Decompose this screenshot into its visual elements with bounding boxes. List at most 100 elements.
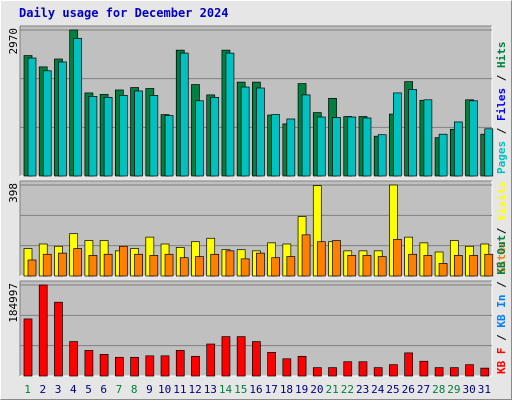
x-tick-label-day-5: 5	[85, 383, 92, 396]
x-tick-label-day-12: 12	[188, 383, 201, 396]
x-tick-label-day-27: 27	[417, 383, 430, 396]
chart-title: Daily usage for December 2024	[19, 6, 229, 20]
bar-sites-day-26	[408, 253, 417, 277]
bar-sites-day-6	[103, 253, 113, 277]
x-tick-label-day-19: 19	[295, 383, 308, 396]
bar-sites-day-4	[73, 248, 83, 277]
bar-sites-day-14	[225, 250, 235, 277]
bar-sites-day-1	[27, 259, 37, 277]
bar-kb-f-day-14	[221, 336, 231, 377]
bar-kb-f-day-18	[282, 358, 292, 377]
x-tick-label-day-25: 25	[386, 383, 399, 396]
x-tick-label-day-28: 28	[432, 383, 445, 396]
x-tick-label-day-4: 4	[70, 383, 77, 396]
bar-files-day-29	[453, 121, 463, 177]
panel-hits-legend: Pages / Files / Hits	[495, 42, 508, 175]
x-tick-label-day-8: 8	[131, 383, 138, 396]
bar-kb-f-day-3	[54, 301, 63, 377]
x-tick-label-day-9: 9	[146, 383, 153, 396]
legend-visits: Visits	[495, 181, 508, 221]
legend-separator: /	[495, 121, 508, 141]
bar-kb-f-day-8	[130, 356, 139, 377]
bar-files-day-14	[225, 52, 235, 177]
legend-kb-in: KB In	[495, 295, 508, 328]
legend-files: Files	[495, 88, 508, 121]
panel-visits-max-label: 398	[7, 183, 20, 203]
bar-sites-day-16	[256, 252, 265, 277]
bar-files-day-3	[58, 61, 67, 177]
bar-sites-day-19	[301, 234, 311, 277]
bar-sites-day-9	[149, 255, 159, 277]
x-tick-label-day-20: 20	[310, 383, 323, 396]
panel-kbytes-legend: KB F / KB In / KB Out	[495, 235, 508, 374]
bar-kb-f-day-23	[358, 361, 368, 377]
x-tick-label-day-26: 26	[402, 383, 415, 396]
x-tick-label-day-24: 24	[371, 383, 385, 396]
bar-sites-day-10	[164, 253, 174, 277]
bar-kb-f-day-12	[191, 355, 200, 377]
panel-visits-legend: Sites / Visits	[495, 181, 508, 274]
bar-kb-f-day-4	[69, 341, 79, 377]
bar-sites-day-17	[271, 257, 280, 277]
bar-files-day-13	[210, 96, 220, 177]
bar-kb-f-day-24	[373, 367, 383, 377]
bar-sites-day-31	[484, 253, 494, 277]
bar-files-day-11	[179, 52, 189, 177]
x-tick-label-day-17: 17	[265, 383, 278, 396]
x-tick-label-day-11: 11	[173, 383, 186, 396]
bar-sites-day-23	[362, 255, 372, 277]
bar-files-day-18	[286, 118, 296, 177]
bar-files-day-26	[408, 89, 417, 177]
panel-hits-max-label: 2970	[7, 28, 20, 55]
bar-kb-f-day-6	[99, 354, 109, 377]
bar-files-day-6	[103, 96, 113, 177]
bar-files-day-24	[377, 134, 387, 177]
bar-sites-day-28	[438, 263, 448, 277]
bar-files-day-23	[362, 117, 372, 177]
x-tick-label-day-10: 10	[158, 383, 171, 396]
bar-sites-day-20	[316, 241, 326, 277]
x-tick-label-day-1: 1	[24, 383, 31, 396]
x-tick-label-day-21: 21	[326, 383, 339, 396]
x-tick-label-day-29: 29	[447, 383, 460, 396]
bar-sites-day-11	[179, 257, 189, 277]
bar-files-day-31	[484, 128, 494, 177]
legend-sites: Sites	[495, 241, 508, 274]
bar-files-day-27	[423, 99, 433, 177]
legend-separator: /	[495, 275, 508, 295]
bar-kb-f-day-17	[267, 352, 276, 377]
bar-kb-f-day-30	[465, 364, 474, 377]
bar-kb-f-day-25	[389, 364, 398, 377]
bar-files-day-19	[301, 94, 311, 177]
bar-files-day-16	[256, 87, 265, 177]
x-tick-label-day-16: 16	[249, 383, 262, 396]
bar-files-day-28	[438, 133, 448, 177]
bar-kb-f-day-28	[434, 367, 444, 377]
bar-sites-day-2	[42, 253, 52, 277]
bar-files-day-1	[27, 57, 37, 177]
x-tick-label-day-23: 23	[356, 383, 369, 396]
bar-kb-f-day-10	[160, 355, 170, 377]
bar-sites-day-25	[393, 239, 402, 277]
bar-sites-day-8	[134, 253, 143, 277]
bar-sites-day-24	[377, 256, 387, 277]
bar-kb-f-day-29	[449, 367, 459, 377]
bar-kb-f-day-11	[175, 350, 185, 377]
bar-kb-f-day-15	[236, 336, 246, 377]
bar-files-day-7	[119, 95, 128, 177]
bar-sites-day-13	[210, 253, 220, 277]
x-tick-label-day-31: 31	[478, 383, 491, 396]
bar-kb-f-day-1	[23, 318, 33, 377]
bar-kb-f-day-9	[145, 355, 155, 377]
bar-sites-day-12	[195, 256, 204, 277]
legend-pages: Pages	[495, 141, 508, 174]
bar-kb-f-day-7	[115, 356, 124, 377]
bar-sites-day-15	[240, 258, 250, 277]
x-tick-label-day-7: 7	[116, 383, 123, 396]
x-tick-label-day-18: 18	[280, 383, 293, 396]
bar-files-day-4	[73, 38, 83, 177]
bar-kb-f-day-19	[297, 355, 307, 377]
bar-files-day-2	[42, 70, 52, 177]
x-tick-label-day-14: 14	[219, 383, 233, 396]
